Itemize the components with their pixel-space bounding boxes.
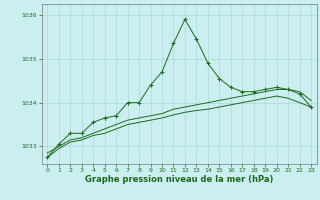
X-axis label: Graphe pression niveau de la mer (hPa): Graphe pression niveau de la mer (hPa) (85, 175, 273, 184)
